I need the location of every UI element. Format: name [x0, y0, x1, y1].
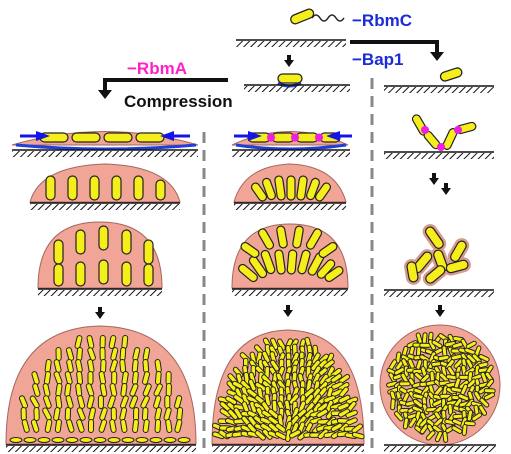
arrow-down-icon	[284, 55, 294, 67]
mid-stage-3	[231, 223, 349, 296]
surface-top-center	[236, 39, 346, 47]
compression-arrow-icon	[98, 78, 228, 99]
right-chain	[384, 114, 494, 159]
mid-stage-4	[211, 329, 365, 452]
mid-stage-2	[233, 163, 347, 210]
right-stage-4	[379, 324, 501, 452]
right-detached-cell	[384, 67, 494, 93]
arrow-down-icon	[95, 307, 105, 319]
label-rbmA: −RbmA	[127, 59, 187, 78]
arrow-down-icon	[435, 305, 445, 317]
blue-arrow-right-icon	[36, 131, 50, 141]
left-stage-3	[37, 221, 163, 296]
flagellated-cell	[290, 8, 345, 25]
arrow-down-icon	[429, 173, 451, 195]
left-stage-2	[29, 163, 181, 210]
label-rbmC: −RbmC	[352, 11, 412, 30]
surface-attach	[244, 84, 350, 92]
right-cluster	[384, 224, 494, 297]
rbmC-bracket-arrow	[350, 40, 444, 61]
left-stage-1	[11, 131, 199, 157]
label-compression: Compression	[124, 92, 233, 111]
mid-stage-1	[231, 131, 352, 157]
blue-arrow-left-icon	[160, 131, 174, 141]
label-bap1: −Bap1	[352, 50, 404, 69]
left-stage-4	[5, 325, 197, 452]
arrow-down-icon	[283, 305, 293, 317]
